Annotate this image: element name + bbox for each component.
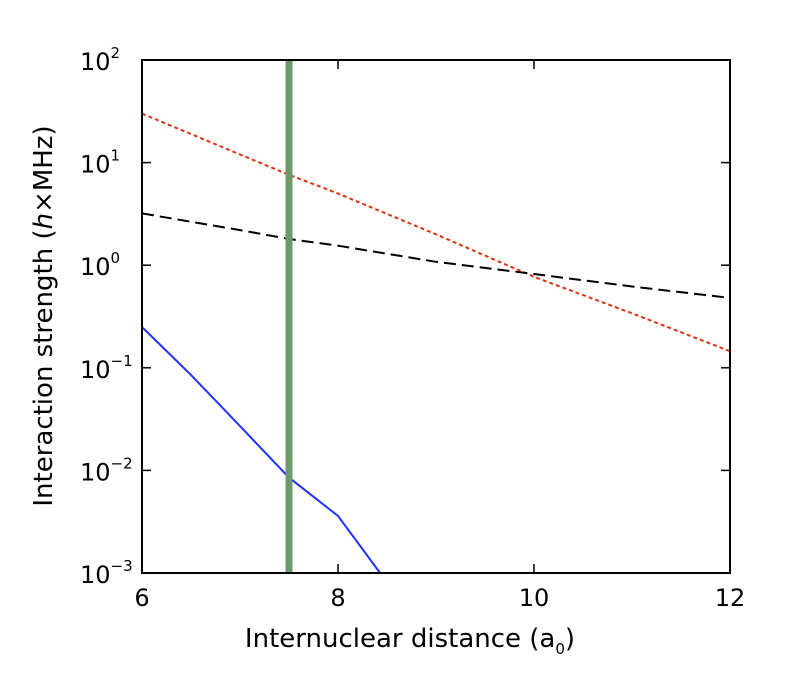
y-tick-label: 10−3 — [80, 557, 133, 589]
series-line-dashed-black — [141, 212, 731, 299]
x-tick-label: 8 — [330, 584, 345, 612]
y-tick-label: 102 — [80, 44, 120, 76]
series-layer — [141, 112, 731, 574]
series-line-solid-blue — [141, 326, 381, 574]
x-tick-label: 10 — [519, 584, 550, 612]
y-tick-label: 100 — [80, 249, 120, 281]
y-tick-label: 101 — [80, 147, 120, 179]
x-tick-label: 6 — [134, 584, 149, 612]
y-axis-label: Interaction strength (h×MHz) — [29, 125, 59, 506]
series-line-dotted-red — [141, 112, 731, 353]
y-tick-label: 10−2 — [80, 454, 133, 486]
x-axis-label: Internuclear distance (a0) — [245, 624, 575, 658]
plot-background — [142, 60, 730, 573]
plot-frame — [141, 59, 731, 574]
x-tick-label: 12 — [715, 584, 746, 612]
tick-layer: 6 8 10 12 10−3 10−2 10−1 100 101 102 — [80, 44, 745, 612]
y-tick-label: 10−1 — [80, 352, 133, 384]
